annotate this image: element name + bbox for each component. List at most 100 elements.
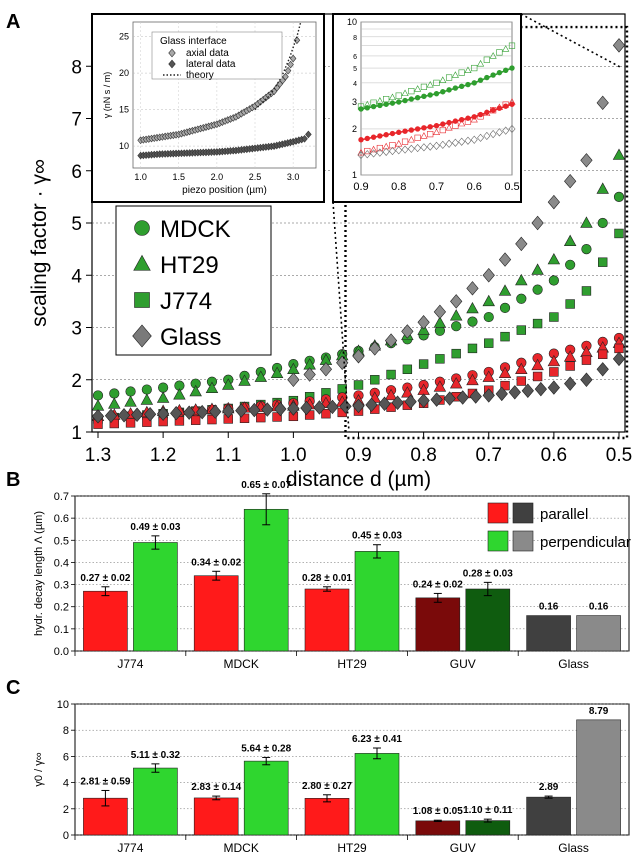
data-label: 5.64 ± 0.28 (241, 743, 291, 754)
data-point-glass (303, 367, 316, 382)
data-point-mdck (158, 382, 169, 393)
inset2-point-gray-open (477, 133, 485, 142)
inset1-x-tick-label: 2.0 (211, 172, 224, 182)
y-tick-label: 4 (63, 778, 69, 790)
inset2-point-green-open (464, 66, 472, 73)
data-point-glass (235, 403, 248, 418)
inset2-point-green-open (496, 49, 503, 56)
inset2-point-green-open (476, 59, 485, 67)
inset2-point-red-open (432, 128, 441, 136)
inset2-connector (332, 201, 350, 433)
data-point-ht29 (270, 366, 284, 378)
y-tick-label: 0.6 (54, 513, 69, 525)
data-point-glass (104, 408, 118, 424)
data-point-j774 (418, 359, 429, 369)
y-tick-label: 0.0 (54, 646, 69, 658)
panel-label-c: C (6, 677, 20, 699)
inset2-point-green-open (502, 45, 510, 52)
inset1-point-axial (284, 66, 292, 75)
y-tick-label: 4 (71, 266, 82, 287)
inset2-point-green-open (383, 96, 390, 103)
inset2-point-gray-open (382, 147, 390, 156)
inset2-point-gray-open (495, 128, 503, 137)
inset2-point-red-open (376, 144, 383, 152)
data-point-glass (508, 385, 521, 400)
data-point-j774 (353, 380, 364, 390)
inset1-x-tick-label: 3.0 (287, 172, 300, 182)
data-point-j774 (272, 412, 282, 422)
y-tick-label: 0.1 (54, 624, 69, 636)
inset2-point-green-open (508, 42, 516, 49)
y-tick-label: 2 (71, 371, 82, 392)
y-tick-label: 7 (71, 110, 82, 131)
data-point-j774 (386, 369, 396, 380)
data-point-ht29 (596, 182, 609, 194)
data-point-j774 (321, 409, 331, 419)
data-point-ht29 (401, 386, 414, 398)
inset2-point-green-open (414, 85, 422, 92)
data-point-j774 (435, 354, 445, 364)
data-point-j774 (532, 318, 543, 329)
bar-guv (415, 597, 461, 652)
x-tick-label-ht29: HT29 (337, 657, 367, 671)
inset1-y-tick-label: 10 (119, 141, 129, 151)
y-axis-label: hydr. decay length Λ (µm) (33, 511, 45, 636)
data-point-ht29 (238, 374, 251, 386)
inset2-point-gray-open (439, 140, 447, 149)
panel-label-a: A (6, 11, 20, 33)
inset2-point-gray-open (470, 135, 478, 144)
data-point-ht29 (384, 388, 398, 401)
inset2-point-red-open (470, 115, 478, 123)
y-axis-label: γ0 / γ∞ (33, 752, 45, 786)
bar-mdck (193, 575, 239, 652)
data-point-j774 (500, 331, 510, 342)
data-point-glass (531, 215, 544, 231)
x-axis-label: distance d (µm) (286, 468, 431, 491)
inset2-point-gray-open (445, 139, 453, 148)
panel-a: 1 2 3 4 5 6 7 8 1.3 1.2 1.1 1.0 0.9 0.8 0.7 0.6 0.5 dista… (28, 13, 632, 491)
inset2-y-tick-label: 8 (353, 35, 357, 42)
inset2-point-gray-open (489, 130, 497, 139)
data-point-j774 (565, 299, 575, 309)
data-point-j774 (549, 312, 559, 322)
inset2-point-green-open (376, 97, 384, 104)
data-point-glass (319, 362, 333, 377)
inset2-point-red-open (464, 118, 472, 125)
x-tick-label-glass: Glass (558, 841, 589, 855)
data-point-ht29 (449, 309, 463, 321)
data-label: 1.10 ± 0.11 (463, 805, 513, 816)
data-point-ht29 (205, 381, 219, 393)
data-point-ht29 (547, 252, 561, 265)
y-tick-label: 6 (63, 751, 69, 763)
data-point-j774 (370, 375, 380, 385)
data-point-j774 (549, 367, 559, 377)
data-point-glass (515, 236, 528, 252)
inset2-point-gray-open (388, 146, 396, 156)
inset1-y-tick-label: 15 (119, 105, 129, 115)
inset2-y-tick-label: 5 (353, 66, 357, 73)
legend-marker-mdck (134, 220, 150, 236)
data-point-glass (469, 389, 482, 404)
inset1-x-tick-label: 2.5 (249, 172, 262, 182)
bar-ht29 (354, 753, 400, 836)
data-point-glass (143, 407, 157, 422)
inset2-point-red-open (508, 98, 516, 105)
y-tick-label: 5 (71, 214, 82, 235)
data-point-glass (456, 390, 469, 405)
inset2-point-red-open (445, 124, 453, 131)
data-point-mdck (467, 316, 478, 327)
data-point-ht29 (124, 395, 137, 407)
data-point-glass (547, 380, 560, 395)
x-tick-label-glass: Glass (558, 657, 589, 671)
inset1-legend-label: lateral data (186, 59, 236, 70)
data-point-glass (365, 397, 378, 413)
bar-ht29 (304, 798, 350, 836)
bar-glass (576, 719, 621, 836)
legend-label-mdck: MDCK (160, 216, 231, 243)
bar-mdck (193, 797, 239, 836)
inset2-point-red-open (401, 138, 409, 145)
inset2-point-red-open (414, 134, 421, 141)
inset1-x-tick-label: 1.5 (172, 172, 185, 182)
data-point-ht29 (173, 388, 186, 400)
inset2-point-green-open (370, 99, 377, 106)
